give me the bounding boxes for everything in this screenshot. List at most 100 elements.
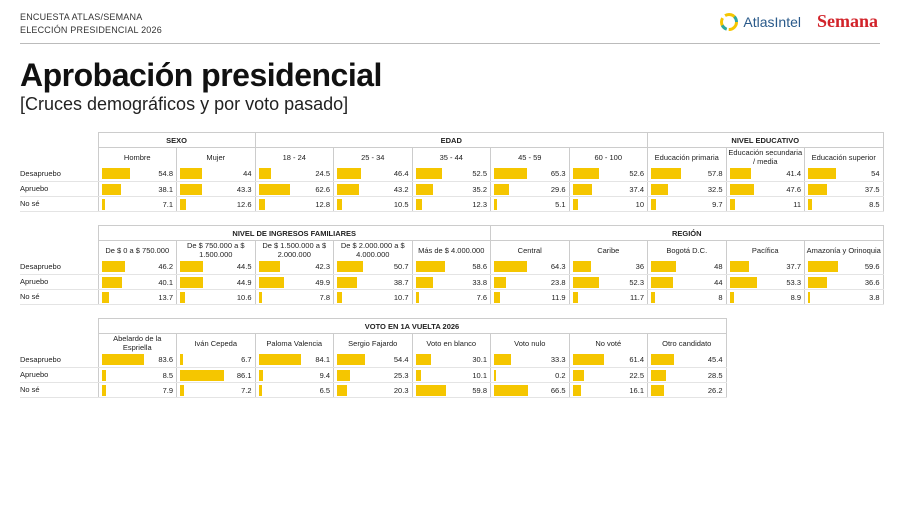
- value-label: 20.3: [393, 385, 409, 395]
- value-bar: [729, 291, 735, 303]
- column-header: 60 - 100: [568, 147, 648, 166]
- column-header: Hombre: [97, 147, 177, 166]
- value-label: 7.9: [162, 385, 173, 395]
- value-label: 25.3: [393, 370, 409, 380]
- value-label: 3.8: [869, 292, 880, 302]
- row-label: Apruebo: [20, 367, 98, 383]
- value-bar: [729, 261, 749, 272]
- value-bar: [651, 276, 674, 288]
- column-header: Voto nulo: [490, 333, 569, 352]
- group-header: NIVEL EDUCATIVO: [647, 132, 884, 148]
- data-cell: 54.4: [333, 352, 412, 368]
- data-cell: 40.1: [97, 274, 177, 290]
- corner-cell: [20, 133, 98, 148]
- value-label: 7.1: [162, 199, 173, 209]
- data-cell: 7.6: [411, 289, 491, 305]
- value-bar: [180, 183, 203, 195]
- value-label: 44: [243, 169, 252, 178]
- value-label: 66.5: [550, 385, 566, 395]
- value-label: 35.2: [472, 184, 487, 194]
- value-bar: [494, 183, 510, 195]
- value-bar: [101, 384, 106, 396]
- data-cell: 13.7: [97, 289, 177, 305]
- value-bar: [415, 369, 421, 381]
- data-cell: 50.7: [333, 259, 412, 275]
- value-bar: [337, 384, 348, 396]
- data-cell: 33.8: [411, 274, 491, 290]
- value-bar: [180, 354, 184, 365]
- row-label: No sé: [20, 196, 98, 212]
- value-bar: [101, 261, 126, 272]
- data-cell: 8.9: [725, 289, 805, 305]
- corner-cell: [20, 226, 98, 241]
- header-divider: [20, 43, 880, 44]
- survey-name: ENCUESTA ATLAS/SEMANA: [20, 12, 143, 22]
- column-header: De $ 1.500.000 a $ 2.000.000: [254, 240, 334, 259]
- demographic-table-2: NIVEL DE INGRESOS FAMILIARES REGIÓN De $ 0…: [20, 225, 884, 305]
- value-bar: [651, 384, 665, 396]
- data-cell: 37.4: [568, 181, 648, 197]
- value-bar: [101, 291, 109, 303]
- value-label: 49.9: [315, 277, 330, 287]
- data-cell: 43.3: [176, 181, 255, 197]
- value-bar: [808, 276, 827, 288]
- data-cell: 52.3: [568, 274, 648, 290]
- data-cell: 11.9: [490, 289, 569, 305]
- corner-cell: [20, 334, 98, 353]
- data-cell: 54: [804, 166, 884, 182]
- survey-header: ENCUESTA ATLAS/SEMANA ELECCIÓN PRESIDENC…: [20, 11, 162, 37]
- table-row: Desapruebo 54.8 44 24.5 46.4 52.5 65.3 52.6 57.8…: [20, 166, 884, 182]
- value-label: 58.6: [472, 262, 487, 271]
- data-cell: 6.5: [254, 382, 334, 398]
- data-cell: 45.4: [647, 352, 727, 368]
- data-cell: 52.5: [411, 166, 491, 182]
- data-cell: 38.1: [97, 181, 177, 197]
- data-cell: 6.7: [176, 352, 255, 368]
- column-header: De $ 2.000.000 a $ 4.000.000: [333, 240, 412, 259]
- value-label: 9.4: [319, 370, 330, 380]
- value-bar: [729, 198, 736, 210]
- column-header: Bogotá D.C.: [647, 240, 726, 259]
- value-bar: [572, 384, 581, 396]
- data-cell: 10.5: [333, 196, 412, 212]
- data-cell: 86.1: [176, 367, 255, 383]
- data-cell: 16.1: [568, 382, 648, 398]
- column-header: Caribe: [568, 240, 648, 259]
- value-bar: [494, 168, 528, 179]
- value-label: 52.6: [629, 169, 644, 178]
- value-bar: [729, 183, 754, 195]
- group-header: REGIÓN: [490, 225, 884, 241]
- value-bar: [415, 168, 443, 179]
- value-bar: [101, 369, 106, 381]
- data-cell: 38.7: [333, 274, 412, 290]
- value-bar: [180, 291, 186, 303]
- value-label: 33.8: [472, 277, 487, 287]
- data-cell: 35.2: [411, 181, 491, 197]
- data-cell: 28.5: [647, 367, 727, 383]
- value-bar: [337, 354, 365, 365]
- data-cell: 46.2: [97, 259, 177, 275]
- value-label: 41.4: [786, 169, 801, 178]
- column-header: Otro candidato: [647, 333, 727, 352]
- row-label: Desapruebo: [20, 352, 98, 368]
- row-label: No sé: [20, 289, 98, 305]
- table-row: No sé 13.7 10.6 7.8 10.7 7.6 11.9 11.7 8 8.9 3.8: [20, 289, 884, 305]
- column-header: Educación secundaria / media: [725, 147, 805, 166]
- column-header: 25 - 34: [333, 147, 412, 166]
- value-label: 37.4: [629, 184, 644, 194]
- table-row: No sé 7.1 12.6 12.8 10.5 12.3 5.1 10 9.7 11 8.5: [20, 196, 884, 212]
- value-label: 36: [635, 262, 644, 271]
- value-bar: [101, 183, 121, 195]
- data-cell: 59.8: [411, 382, 491, 398]
- table-row: Apruebo 40.1 44.9 49.9 38.7 33.8 23.8 52.3 44 53.…: [20, 274, 884, 290]
- value-bar: [258, 276, 284, 288]
- value-label: 45.4: [707, 355, 723, 364]
- column-header: 18 - 24: [254, 147, 334, 166]
- data-cell: 84.1: [254, 352, 334, 368]
- value-bar: [101, 276, 122, 288]
- value-label: 83.6: [158, 355, 173, 364]
- value-label: 10.1: [472, 370, 487, 380]
- value-label: 7.6: [476, 292, 487, 302]
- value-label: 7.8: [319, 292, 330, 302]
- value-bar: [572, 168, 600, 179]
